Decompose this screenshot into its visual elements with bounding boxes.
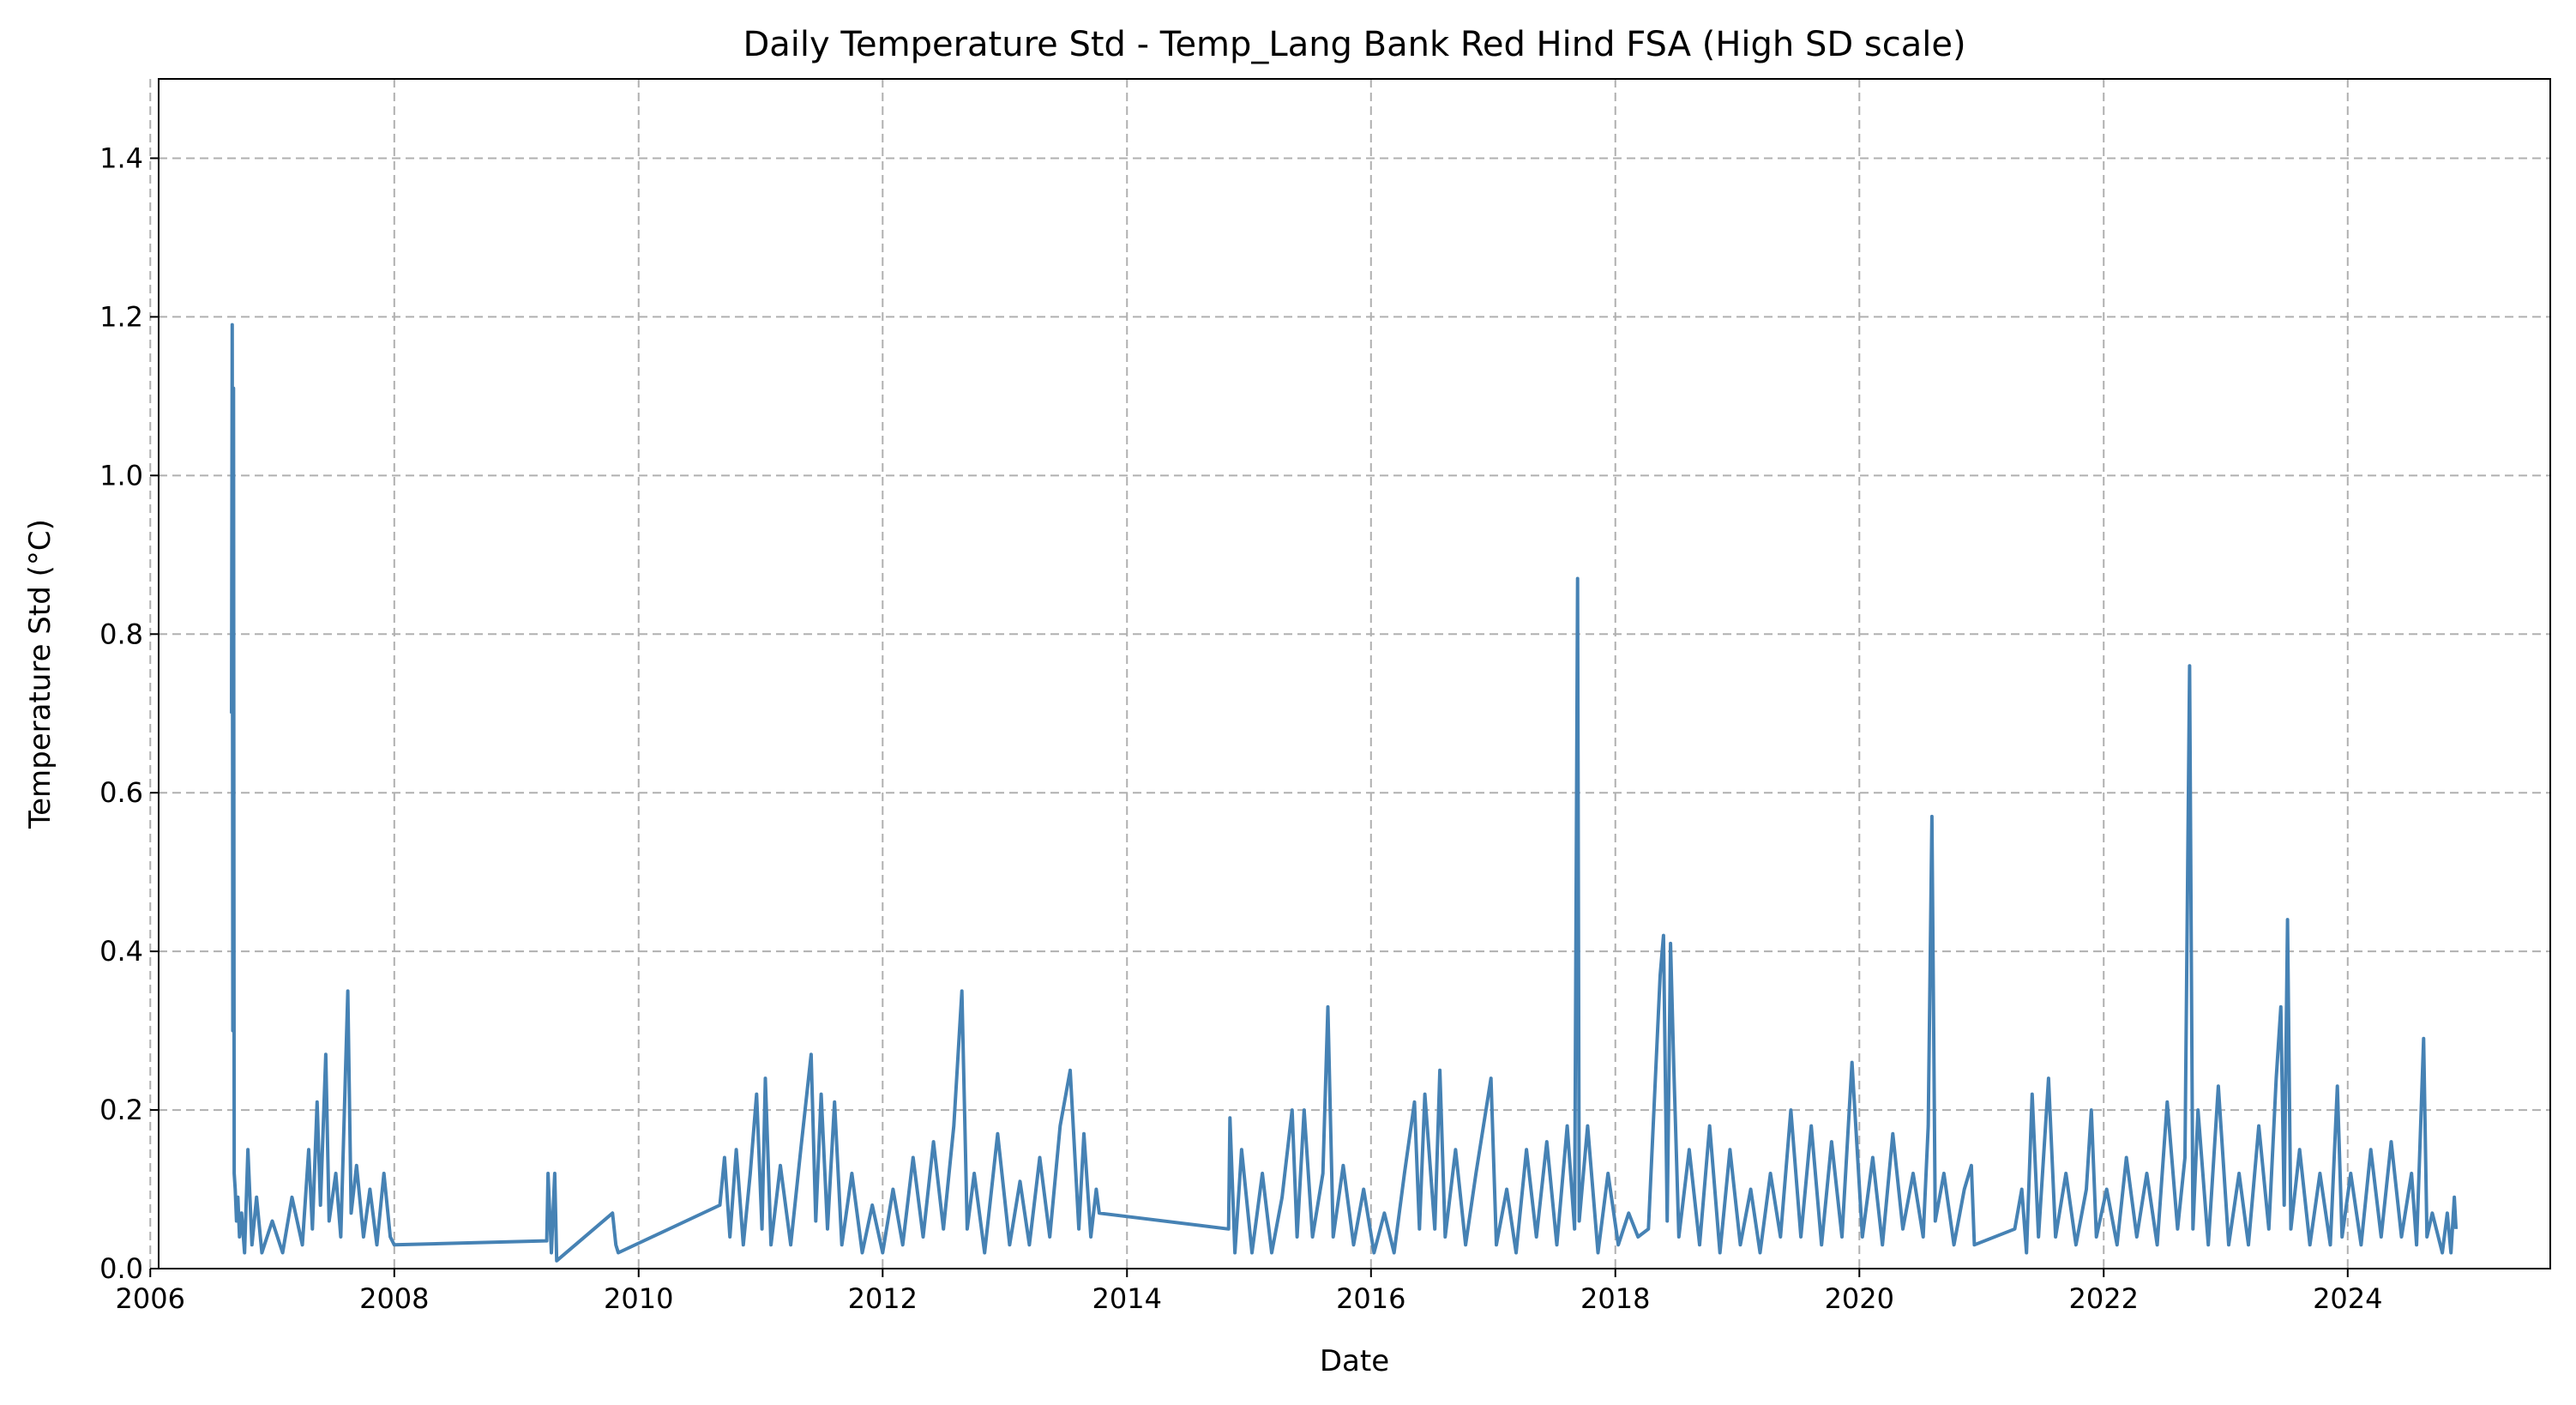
y-tick-label: 0.6 (99, 776, 143, 809)
chart-title: Daily Temperature Std - Temp_Lang Bank R… (743, 25, 1965, 64)
x-tick-label: 2008 (359, 1282, 429, 1315)
y-tick-label: 0.0 (99, 1252, 143, 1285)
y-tick-label: 0.4 (99, 935, 143, 968)
x-tick-label: 2020 (1825, 1282, 1894, 1315)
x-tick-label: 2006 (116, 1282, 185, 1315)
series-line (230, 323, 2459, 1263)
x-tick-label: 2012 (848, 1282, 918, 1315)
y-tick-label: 0.8 (99, 618, 143, 650)
x-tick-label: 2022 (2069, 1282, 2139, 1315)
y-tick-label: 0.2 (99, 1094, 143, 1126)
x-tick-label: 2010 (604, 1282, 673, 1315)
y-tick-label: 1.4 (99, 142, 143, 174)
plot-frame (158, 78, 2551, 1269)
y-tick-label: 1.2 (99, 300, 143, 333)
x-tick-label: 2024 (2313, 1282, 2382, 1315)
y-tick-label: 1.0 (99, 459, 143, 491)
x-axis-label: Date (1320, 1344, 1389, 1378)
x-tick-label: 2016 (1336, 1282, 1405, 1315)
x-tick-label: 2018 (1580, 1282, 1650, 1315)
x-tick-label: 2014 (1092, 1282, 1162, 1315)
tick-layer: 2006 2008 2010 2012 2014 2016 2018 2020 2022 2024… (99, 142, 2382, 1315)
y-axis-label: Temperature Std (°C) (23, 519, 57, 829)
series-layer (230, 323, 2459, 1263)
